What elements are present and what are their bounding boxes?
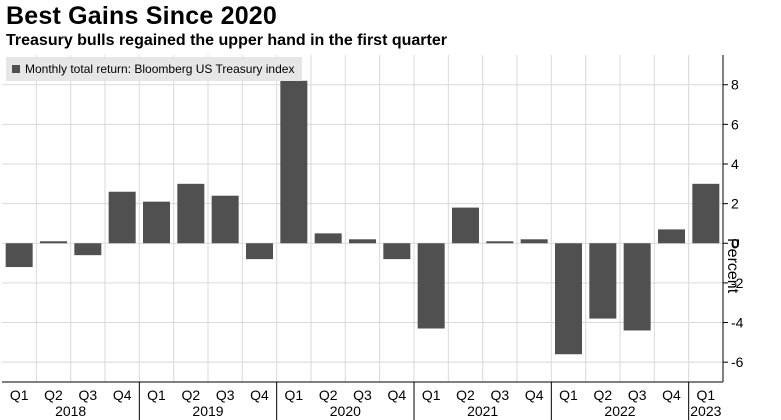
bar	[314, 233, 342, 244]
chart-subtitle: Treasury bulls regained the upper hand i…	[6, 32, 447, 49]
x-tick-label: Q3	[490, 387, 509, 403]
y-tick-label: -2	[731, 275, 744, 291]
x-tick-label: Q4	[662, 387, 681, 403]
x-tick-label: Q3	[353, 387, 372, 403]
x-year-label: 2021	[467, 403, 498, 419]
bar	[211, 195, 239, 244]
bar	[520, 239, 548, 244]
x-year-label: 2018	[55, 403, 86, 419]
bar	[108, 191, 136, 244]
x-year-label: 2023	[690, 403, 721, 419]
x-tick-label: Q3	[78, 387, 97, 403]
x-tick-label: Q2	[44, 387, 63, 403]
legend-label: Monthly total return: Bloomberg US Treas…	[25, 62, 295, 76]
bar	[623, 243, 651, 331]
x-tick-label: Q1	[284, 387, 303, 403]
x-tick-label: Q2	[181, 387, 200, 403]
x-tick-label: Q1	[422, 387, 441, 403]
y-tick-label: 6	[731, 116, 739, 132]
x-year-label: 2020	[330, 403, 361, 419]
x-tick-label: Q3	[628, 387, 647, 403]
x-tick-label: Q4	[387, 387, 406, 403]
y-tick-label: 4	[731, 156, 739, 172]
bar	[589, 243, 617, 319]
x-tick-label: Q1	[559, 387, 578, 403]
y-tick-label: -4	[731, 315, 744, 331]
bar	[692, 183, 720, 244]
x-tick-label: Q1	[147, 387, 166, 403]
bar	[5, 243, 33, 268]
bar	[383, 243, 411, 260]
x-tick-label: Q4	[525, 387, 544, 403]
y-tick-label: 0	[731, 235, 739, 251]
bar	[658, 229, 685, 244]
bar	[486, 241, 514, 244]
chart-title: Best Gains Since 2020	[6, 2, 278, 30]
y-tick-label: -6	[731, 354, 744, 370]
x-tick-label: Q1	[10, 387, 29, 403]
bar	[417, 243, 445, 329]
x-tick-label: Q3	[216, 387, 235, 403]
bar	[349, 239, 376, 244]
x-tick-label: Q2	[319, 387, 338, 403]
x-year-label: 2019	[192, 403, 223, 419]
bar	[40, 241, 67, 244]
bar	[555, 243, 582, 355]
x-tick-label: Q1	[696, 387, 715, 403]
bar	[246, 243, 273, 260]
bar	[177, 183, 205, 244]
bar	[280, 80, 308, 244]
bar	[452, 207, 479, 244]
x-tick-label: Q2	[456, 387, 475, 403]
y-axis-label: Percent	[724, 238, 741, 294]
x-tick-label: Q4	[250, 387, 269, 403]
bar	[143, 201, 170, 244]
bar	[74, 243, 102, 256]
x-tick-label: Q4	[113, 387, 132, 403]
y-tick-label: 8	[731, 77, 739, 93]
legend-swatch	[12, 65, 20, 73]
y-tick-label: 2	[731, 196, 739, 212]
x-year-label: 2022	[604, 403, 635, 419]
legend: Monthly total return: Bloomberg US Treas…	[6, 57, 303, 81]
x-tick-label: Q2	[593, 387, 612, 403]
